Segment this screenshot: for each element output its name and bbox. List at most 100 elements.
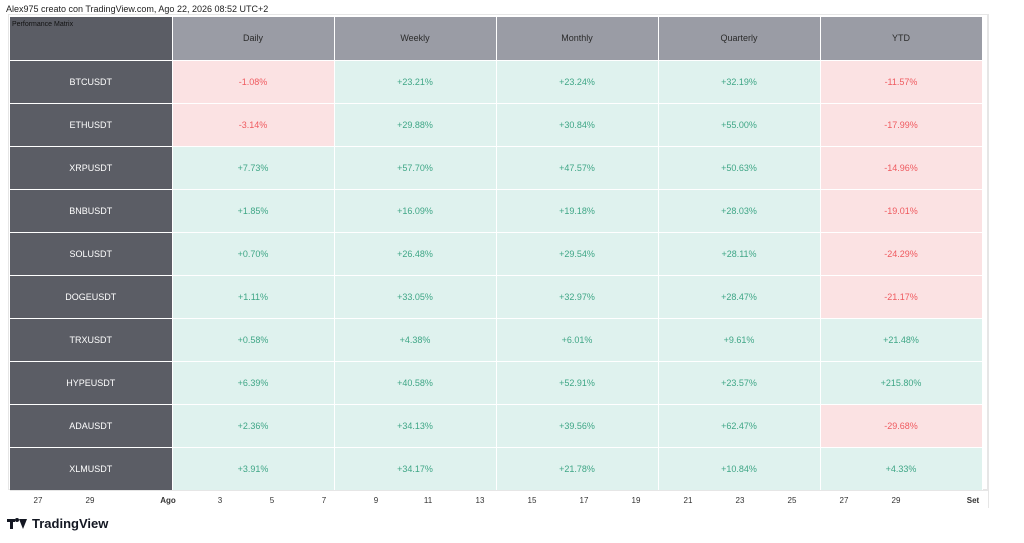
column-header-daily: Daily bbox=[172, 17, 335, 61]
time-axis-tick: 9 bbox=[373, 496, 379, 505]
performance-cell: +26.48% bbox=[334, 232, 497, 276]
time-axis-tick: 29 bbox=[891, 496, 901, 505]
symbol-label: DOGEUSDT bbox=[10, 275, 173, 319]
performance-cell: +23.21% bbox=[334, 60, 497, 104]
performance-cell: +50.63% bbox=[658, 146, 821, 190]
time-axis-tick: Ago bbox=[160, 496, 176, 505]
time-axis-tick: 5 bbox=[269, 496, 275, 505]
performance-cell: +39.56% bbox=[496, 404, 659, 448]
performance-cell: +3.91% bbox=[172, 447, 335, 491]
performance-cell: +32.19% bbox=[658, 60, 821, 104]
performance-cell: +2.36% bbox=[172, 404, 335, 448]
matrix-row: XRPUSDT +7.73% +57.70% +47.57% +50.63% -14.96… bbox=[10, 146, 983, 190]
symbol-label: XLMUSDT bbox=[10, 447, 173, 491]
performance-cell: +7.73% bbox=[172, 146, 335, 190]
performance-cell: +30.84% bbox=[496, 103, 659, 147]
performance-cell: +62.47% bbox=[658, 404, 821, 448]
performance-cell: +23.57% bbox=[658, 361, 821, 405]
matrix-row: SOLUSDT +0.70% +26.48% +29.54% +28.11% -24.29… bbox=[10, 232, 983, 276]
time-axis-tick: 25 bbox=[787, 496, 797, 505]
time-axis-tick: 15 bbox=[527, 496, 537, 505]
performance-cell: +29.54% bbox=[496, 232, 659, 276]
performance-cell: +1.11% bbox=[172, 275, 335, 319]
performance-cell: -1.08% bbox=[172, 60, 335, 104]
symbol-label: BTCUSDT bbox=[10, 60, 173, 104]
symbol-label: ETHUSDT bbox=[10, 103, 173, 147]
performance-cell: -3.14% bbox=[172, 103, 335, 147]
chart-caption: Alex975 creato con TradingView.com, Ago … bbox=[6, 4, 269, 14]
performance-cell: +1.85% bbox=[172, 189, 335, 233]
performance-cell: +29.88% bbox=[334, 103, 497, 147]
time-axis-tick: Set bbox=[966, 496, 980, 505]
performance-cell: +6.39% bbox=[172, 361, 335, 405]
symbol-label: BNBUSDT bbox=[10, 189, 173, 233]
matrix-row: HYPEUSDT +6.39% +40.58% +52.91% +23.57% +215.… bbox=[10, 361, 983, 405]
matrix-row: XLMUSDT +3.91% +34.17% +21.78% +10.84% +4.33% bbox=[10, 447, 983, 491]
performance-cell: +9.61% bbox=[658, 318, 821, 362]
performance-cell: +52.91% bbox=[496, 361, 659, 405]
performance-cell: -14.96% bbox=[820, 146, 983, 190]
column-header-weekly: Weekly bbox=[334, 17, 497, 61]
time-axis-tick: 29 bbox=[85, 496, 95, 505]
performance-cell: -29.68% bbox=[820, 404, 983, 448]
matrix-title: Performance Matrix bbox=[12, 21, 74, 28]
performance-cell: +0.58% bbox=[172, 318, 335, 362]
price-scale-divider bbox=[988, 14, 989, 508]
symbol-label: XRPUSDT bbox=[10, 146, 173, 190]
performance-cell: +40.58% bbox=[334, 361, 497, 405]
performance-cell: -24.29% bbox=[820, 232, 983, 276]
symbol-label: TRXUSDT bbox=[10, 318, 173, 362]
matrix-row: BNBUSDT +1.85% +16.09% +19.18% +28.03% -19.01… bbox=[10, 189, 983, 233]
time-axis-tick: 21 bbox=[683, 496, 693, 505]
matrix-row: ADAUSDT +2.36% +34.13% +39.56% +62.47% -29.68… bbox=[10, 404, 983, 448]
brand-name: TradingView bbox=[32, 516, 109, 531]
performance-cell: +215.80% bbox=[820, 361, 983, 405]
performance-cell: +0.70% bbox=[172, 232, 335, 276]
performance-cell: +21.48% bbox=[820, 318, 983, 362]
performance-cell: +34.17% bbox=[334, 447, 497, 491]
performance-cell: +47.57% bbox=[496, 146, 659, 190]
performance-cell: -19.01% bbox=[820, 189, 983, 233]
symbol-label: HYPEUSDT bbox=[10, 361, 173, 405]
matrix-row: BTCUSDT -1.08% +23.21% +23.24% +32.19% -11.57… bbox=[10, 60, 983, 104]
performance-cell: +4.33% bbox=[820, 447, 983, 491]
matrix-row: TRXUSDT +0.58% +4.38% +6.01% +9.61% +21.48% bbox=[10, 318, 983, 362]
performance-cell: -17.99% bbox=[820, 103, 983, 147]
performance-cell: +28.11% bbox=[658, 232, 821, 276]
time-axis-tick: 27 bbox=[33, 496, 43, 505]
symbol-label: SOLUSDT bbox=[10, 232, 173, 276]
performance-cell: +10.84% bbox=[658, 447, 821, 491]
performance-cell: +16.09% bbox=[334, 189, 497, 233]
column-header-monthly: Monthly bbox=[496, 17, 659, 61]
performance-cell: +32.97% bbox=[496, 275, 659, 319]
time-axis-tick: 3 bbox=[217, 496, 223, 505]
symbol-label: ADAUSDT bbox=[10, 404, 173, 448]
tradingview-brand[interactable]: TradingView bbox=[7, 516, 108, 531]
performance-cell: +4.38% bbox=[334, 318, 497, 362]
performance-cell: -21.17% bbox=[820, 275, 983, 319]
performance-cell: +19.18% bbox=[496, 189, 659, 233]
performance-matrix-table: Performance Matrix Daily Weekly Monthly Qua… bbox=[10, 17, 983, 491]
time-axis-tick: 13 bbox=[475, 496, 485, 505]
matrix-header-row: Performance Matrix Daily Weekly Monthly Qua… bbox=[10, 17, 983, 61]
performance-cell: +55.00% bbox=[658, 103, 821, 147]
time-axis-tick: 23 bbox=[735, 496, 745, 505]
matrix-corner: Performance Matrix bbox=[10, 17, 173, 61]
time-axis-tick: 17 bbox=[579, 496, 589, 505]
time-axis[interactable]: 27 29 Ago 3 5 7 9 11 13 15 17 19 21 23 25 27 29 Set bbox=[10, 490, 988, 509]
matrix-row: ETHUSDT -3.14% +29.88% +30.84% +55.00% -17.99… bbox=[10, 103, 983, 147]
matrix-body: BTCUSDT -1.08% +23.21% +23.24% +32.19% -11.57… bbox=[10, 60, 983, 491]
tradingview-logo-icon bbox=[7, 517, 27, 530]
column-header-ytd: YTD bbox=[820, 17, 983, 61]
column-header-quarterly: Quarterly bbox=[658, 17, 821, 61]
performance-cell: +28.03% bbox=[658, 189, 821, 233]
time-axis-tick: 11 bbox=[423, 496, 433, 505]
performance-cell: +57.70% bbox=[334, 146, 497, 190]
performance-cell: +21.78% bbox=[496, 447, 659, 491]
time-axis-tick: 27 bbox=[839, 496, 849, 505]
performance-cell: +33.05% bbox=[334, 275, 497, 319]
performance-cell: +28.47% bbox=[658, 275, 821, 319]
time-axis-tick: 7 bbox=[321, 496, 327, 505]
performance-cell: +34.13% bbox=[334, 404, 497, 448]
performance-cell: -11.57% bbox=[820, 60, 983, 104]
